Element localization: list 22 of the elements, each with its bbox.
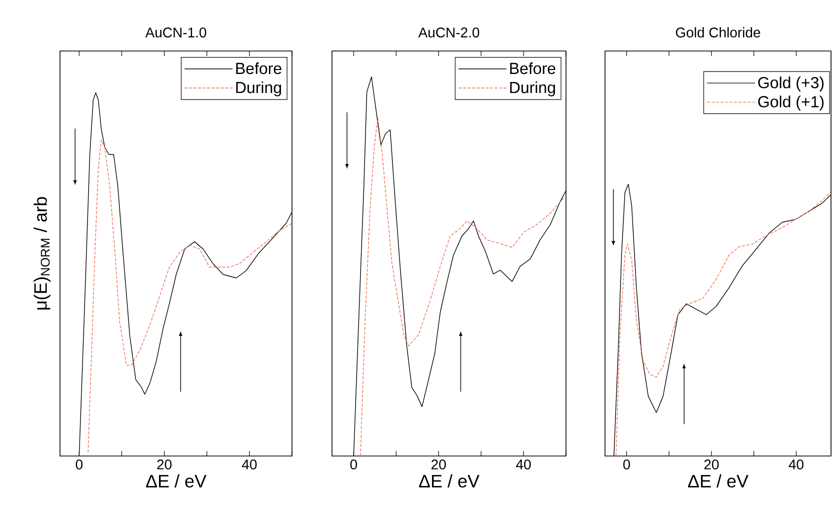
legend-label: Gold (+3) [758, 76, 824, 92]
legend-label: Before [236, 62, 282, 74]
legend-label: Before [510, 62, 556, 74]
chart-title: Gold Chloride [676, 27, 760, 38]
y-axis-title: μ(E)$_{NORM}$ / arb [34, 197, 50, 310]
x-tick-label: 20 [704, 460, 719, 470]
x-tick-label: 0 [350, 460, 358, 470]
x-axis-title: ΔE / eV [688, 474, 748, 488]
legend-label: During [510, 81, 555, 96]
x-tick-label: 0 [76, 460, 83, 470]
legend-label: During [236, 81, 282, 96]
x-tick-label: 0 [623, 460, 630, 470]
chart-title: AuCN-1.0 [145, 28, 206, 38]
x-tick-label: 20 [432, 460, 446, 470]
chart-title: AuCN-2.0 [418, 28, 480, 38]
x-tick-label: 40 [788, 460, 804, 470]
x-tick-label: 20 [157, 460, 172, 470]
legend-label: Gold (+1) [758, 96, 824, 111]
x-tick-label: 40 [242, 460, 257, 470]
x-axis-title: ΔE / eV [146, 474, 206, 488]
x-axis-title: ΔE / eV [419, 474, 480, 488]
x-tick-label: 40 [516, 460, 531, 470]
